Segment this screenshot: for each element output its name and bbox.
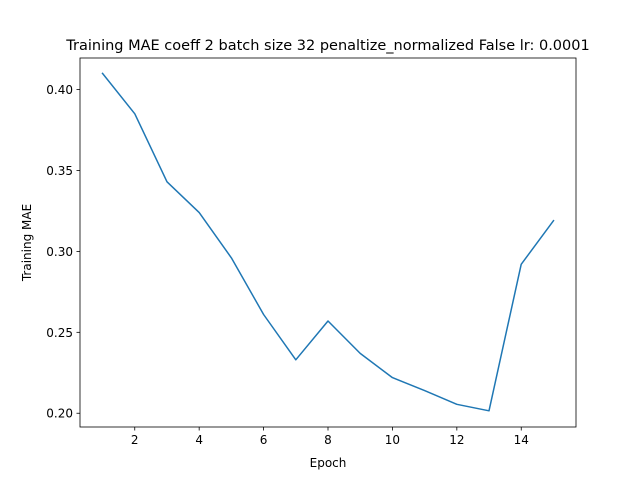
x-tick-label: 12: [449, 433, 464, 447]
chart-title: Training MAE coeff 2 batch size 32 penal…: [65, 38, 589, 54]
x-tick-label: 4: [195, 433, 203, 447]
y-tick-label: 0.25: [46, 326, 73, 340]
x-tick-label: 14: [514, 433, 529, 447]
y-axis-label: Training MAE: [20, 204, 34, 282]
y-tick-label: 0.30: [46, 245, 73, 259]
x-tick-label: 6: [260, 433, 268, 447]
x-axis-label: Epoch: [310, 456, 347, 470]
x-tick-label: 8: [324, 433, 332, 447]
y-tick-label: 0.20: [46, 407, 73, 421]
y-tick-label: 0.40: [46, 83, 73, 97]
x-tick-label: 2: [131, 433, 139, 447]
y-tick-label: 0.35: [46, 164, 73, 178]
x-tick-label: 10: [385, 433, 400, 447]
